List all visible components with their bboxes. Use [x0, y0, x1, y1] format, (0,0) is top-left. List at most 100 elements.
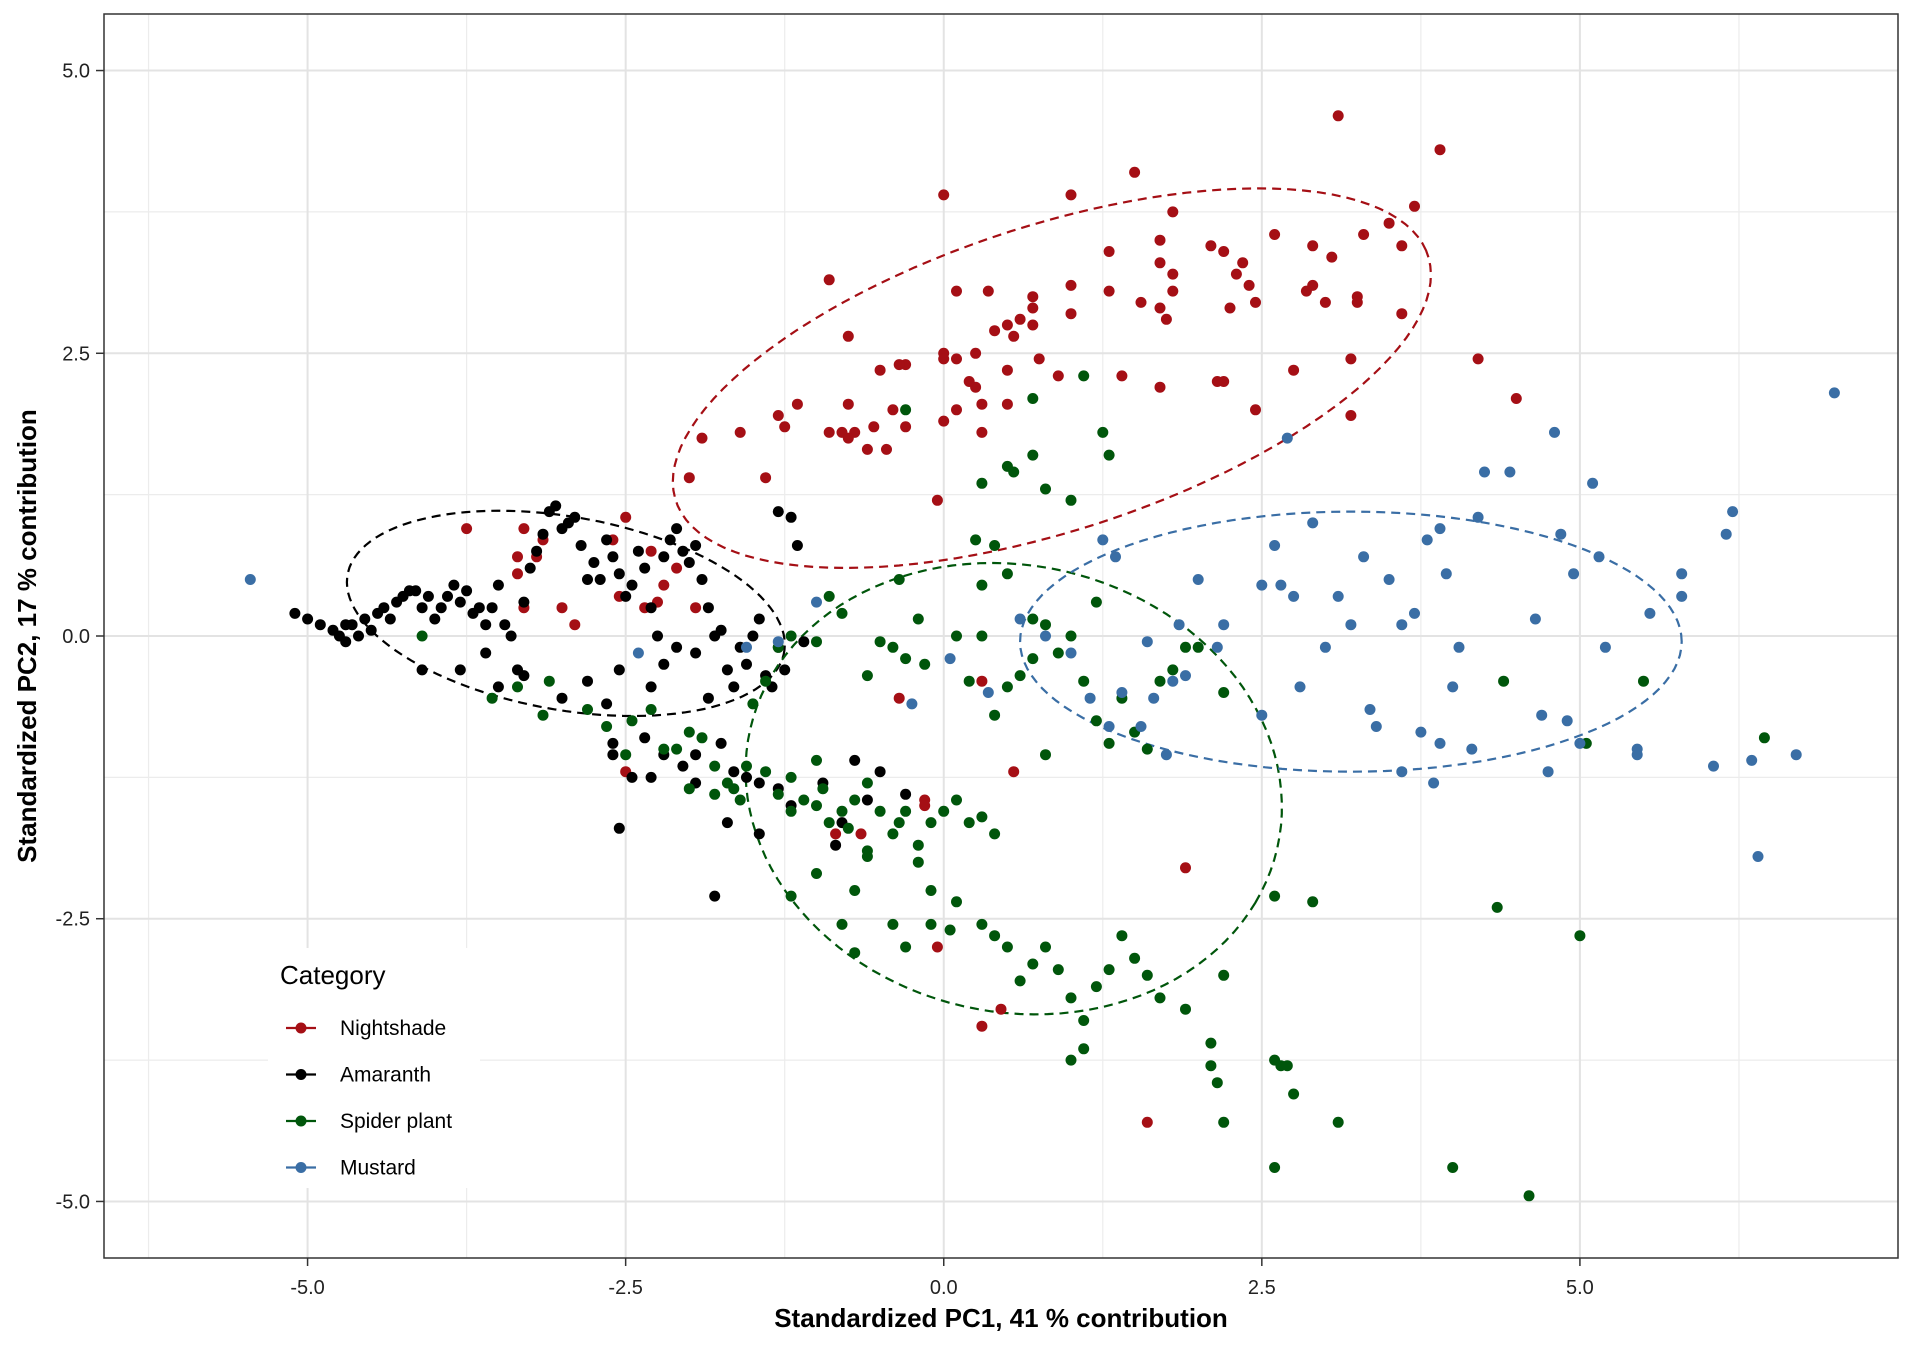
- point-nightshade: [512, 568, 523, 580]
- point-amaranth: [492, 579, 504, 591]
- point-nightshade: [760, 472, 772, 484]
- point-nightshade: [569, 619, 581, 631]
- point-mustard: [1676, 590, 1688, 602]
- point-nightshade: [1001, 364, 1013, 376]
- point-mustard: [1396, 766, 1408, 778]
- point-spider-plant: [683, 726, 695, 738]
- point-spider-plant: [1027, 613, 1039, 625]
- point-nightshade: [1211, 376, 1223, 387]
- point-nightshade: [1154, 234, 1166, 246]
- point-mustard: [1434, 523, 1446, 535]
- point-mustard: [1288, 590, 1300, 602]
- point-nightshade: [556, 602, 568, 614]
- scatter-points: [244, 110, 1840, 1202]
- point-mustard: [772, 636, 784, 648]
- point-nightshade: [1008, 766, 1020, 778]
- point-spider-plant: [817, 783, 829, 795]
- point-spider-plant: [976, 579, 988, 591]
- point-amaranth: [639, 562, 651, 574]
- point-spider-plant: [1211, 1077, 1223, 1089]
- point-spider-plant: [741, 760, 752, 772]
- ellipse-spider-plant: [744, 561, 1283, 1016]
- point-amaranth: [849, 754, 861, 766]
- legend-item-amaranth: Amaranth: [286, 1064, 431, 1087]
- point-spider-plant: [836, 607, 848, 619]
- point-spider-plant: [1103, 449, 1115, 461]
- point-nightshade: [842, 432, 854, 444]
- point-amaranth: [741, 771, 752, 783]
- point-spider-plant: [811, 868, 822, 879]
- point-spider-plant: [1758, 732, 1770, 744]
- point-mustard: [1332, 590, 1344, 602]
- point-amaranth: [582, 574, 593, 585]
- point-mustard: [1141, 636, 1153, 648]
- point-nightshade: [1065, 308, 1077, 320]
- point-nightshade: [1383, 217, 1395, 229]
- point-amaranth: [365, 624, 377, 636]
- point-amaranth: [645, 771, 657, 783]
- point-spider-plant: [1141, 743, 1153, 755]
- confidence-ellipses: [345, 187, 1683, 1016]
- point-spider-plant: [887, 918, 899, 930]
- point-mustard: [1428, 777, 1440, 789]
- point-mustard: [1307, 517, 1319, 529]
- point-mustard: [1746, 754, 1758, 766]
- point-amaranth: [607, 551, 619, 563]
- point-mustard: [1160, 749, 1172, 761]
- point-spider-plant: [1523, 1190, 1535, 1202]
- point-amaranth: [486, 602, 498, 614]
- point-spider-plant: [620, 749, 632, 761]
- point-amaranth: [454, 596, 466, 608]
- point-spider-plant: [1218, 687, 1230, 698]
- point-spider-plant: [1078, 1015, 1090, 1026]
- point-spider-plant: [963, 675, 975, 687]
- point-spider-plant: [1103, 964, 1115, 976]
- y-tick-label: 0.0: [62, 626, 90, 648]
- point-mustard: [1447, 681, 1459, 693]
- point-nightshade: [823, 426, 835, 438]
- point-spider-plant: [1205, 1037, 1217, 1049]
- point-spider-plant: [1498, 675, 1510, 687]
- point-nightshade: [976, 426, 988, 438]
- point-amaranth: [442, 590, 453, 602]
- point-spider-plant: [1116, 930, 1128, 942]
- point-amaranth: [626, 771, 638, 783]
- point-mustard: [1644, 607, 1656, 619]
- point-amaranth: [798, 636, 810, 648]
- point-spider-plant: [976, 811, 988, 823]
- point-spider-plant: [1288, 1088, 1300, 1100]
- point-nightshade: [881, 443, 892, 455]
- point-mustard: [1358, 551, 1370, 563]
- point-spider-plant: [1014, 975, 1026, 987]
- point-amaranth: [683, 557, 695, 568]
- point-amaranth: [690, 749, 702, 761]
- point-amaranth: [709, 890, 721, 902]
- point-nightshade: [1230, 268, 1242, 280]
- point-amaranth: [448, 579, 460, 591]
- point-mustard: [1453, 641, 1465, 653]
- point-nightshade: [1332, 110, 1344, 122]
- point-amaranth: [302, 613, 314, 625]
- point-spider-plant: [1040, 941, 1051, 953]
- point-nightshade: [900, 421, 912, 433]
- point-mustard: [1269, 540, 1281, 551]
- point-amaranth: [378, 602, 390, 614]
- y-tick-label: 5.0: [62, 61, 90, 83]
- point-spider-plant: [709, 760, 721, 772]
- point-spider-plant: [734, 794, 746, 806]
- point-spider-plant: [900, 805, 912, 817]
- point-nightshade: [1345, 410, 1357, 421]
- point-spider-plant: [900, 941, 912, 953]
- point-spider-plant: [543, 675, 555, 687]
- point-mustard: [1440, 568, 1452, 580]
- point-spider-plant: [861, 845, 873, 857]
- point-nightshade: [823, 274, 835, 286]
- point-amaranth: [594, 574, 606, 585]
- point-nightshade: [976, 1020, 988, 1032]
- point-amaranth: [715, 624, 727, 636]
- point-nightshade: [1160, 313, 1172, 325]
- point-spider-plant: [683, 783, 695, 795]
- point-amaranth: [601, 698, 613, 710]
- point-amaranth: [652, 630, 663, 642]
- point-amaranth: [728, 681, 740, 693]
